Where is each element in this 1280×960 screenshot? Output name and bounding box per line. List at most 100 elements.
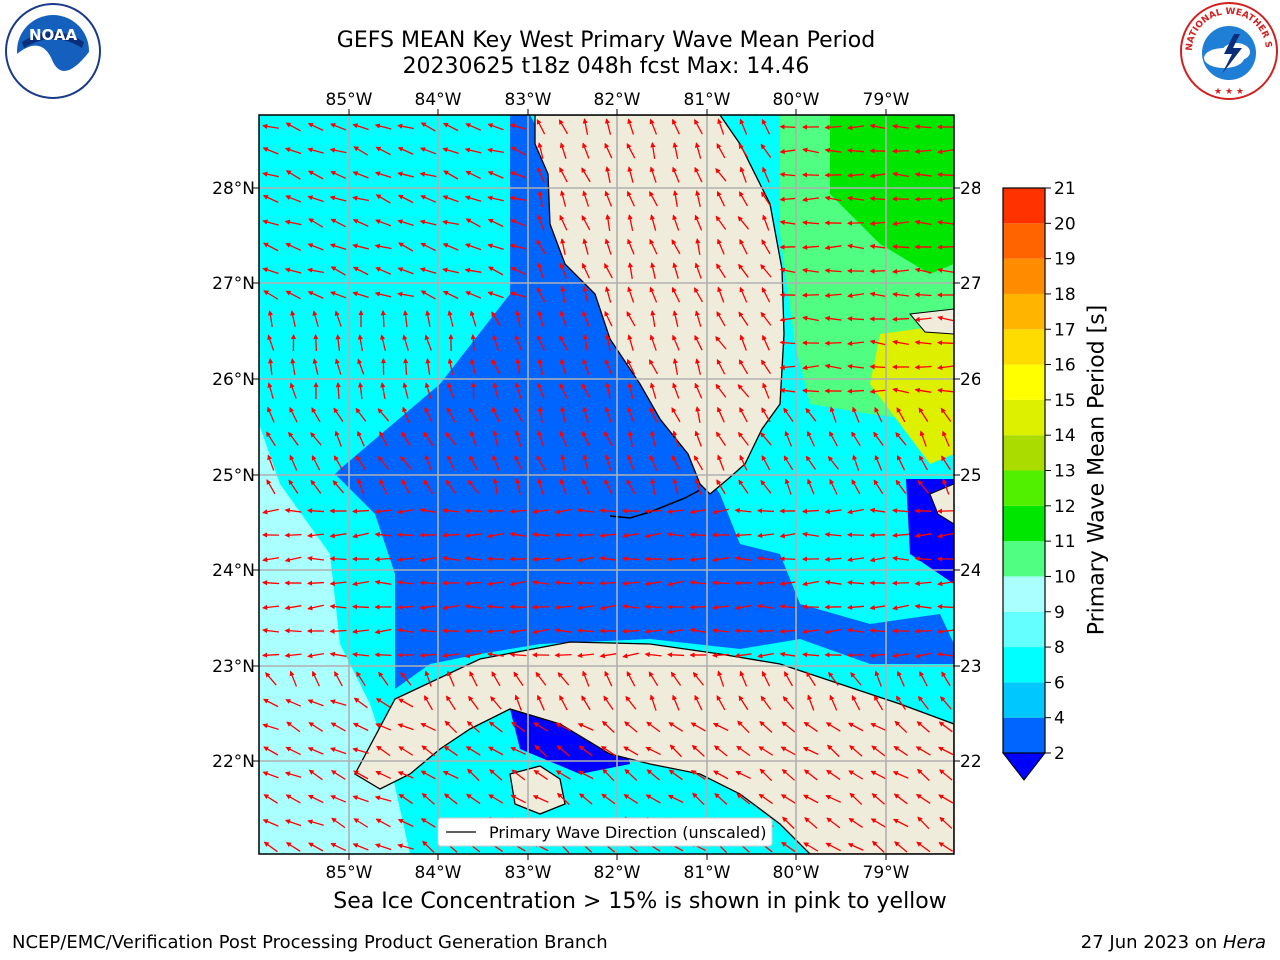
wave-arrow [937, 315, 954, 322]
wave-arrow [892, 171, 909, 178]
wave-arrow [847, 195, 865, 202]
wave-arrow [711, 652, 730, 658]
wave-arrow [357, 334, 364, 351]
wave-arrow [486, 556, 505, 562]
wave-arrow [783, 671, 794, 687]
wave-arrow [917, 816, 930, 830]
wave-arrow [329, 243, 347, 251]
wave-arrow [397, 194, 414, 204]
wave-arrow [397, 171, 414, 178]
wave-arrow [262, 723, 279, 730]
wave-arrow [560, 190, 567, 207]
wave-arrow [536, 118, 546, 135]
wave-arrow [330, 770, 346, 780]
wave-arrow [873, 431, 884, 446]
wave-arrow [756, 580, 775, 586]
wave-arrow [487, 291, 504, 299]
wave-arrow [375, 267, 392, 275]
wave-arrow [711, 580, 730, 586]
wave-arrow [306, 508, 325, 514]
wave-arrow [667, 508, 685, 514]
wave-arrow [599, 580, 617, 586]
wave-arrow [357, 382, 364, 400]
wave-arrow [783, 407, 794, 422]
wave-arrow [537, 406, 543, 424]
colorbar-tick-label: 10 [1054, 567, 1076, 587]
wave-arrow [667, 628, 684, 635]
wave-arrow [447, 454, 455, 471]
wave-direction-arrows [261, 118, 954, 854]
wave-arrow [734, 628, 752, 634]
wave-arrow [939, 816, 953, 829]
wave-arrow [915, 794, 931, 804]
wave-arrow [352, 219, 369, 227]
wave-arrow [846, 532, 865, 538]
wave-arrow [672, 262, 679, 279]
wave-arrow [850, 672, 862, 686]
wave-arrow [621, 556, 640, 562]
wave-arrow [648, 359, 659, 375]
wave-arrow [761, 455, 771, 471]
wave-arrow [556, 792, 570, 805]
colorbar-band [1003, 682, 1045, 718]
wave-arrow [649, 166, 657, 183]
wave-arrow [424, 406, 433, 423]
wave-arrow [491, 671, 501, 687]
nws-logo: NATIONAL WEATHER SERVICE ★ ★ ★ [1178, 0, 1278, 100]
footer-host: Hera [1222, 932, 1266, 953]
wave-arrow [374, 171, 392, 179]
wave-arrow [649, 238, 658, 255]
wave-arrow [803, 842, 819, 852]
wave-arrow [626, 671, 636, 687]
wave-arrow [509, 580, 527, 587]
lat-tick-label-right: 24°N [960, 561, 980, 581]
wave-arrow [738, 695, 749, 711]
wave-arrow [420, 770, 436, 780]
wave-arrow [757, 603, 775, 609]
wave-arrow [352, 628, 370, 635]
land-cuba [354, 641, 954, 854]
wave-arrow [375, 698, 391, 708]
wave-arrow [509, 123, 527, 130]
wave-arrow [937, 746, 954, 756]
wave-arrow [779, 556, 797, 562]
wave-arrow [489, 769, 503, 781]
colorbar-tick-label: 12 [1054, 497, 1076, 517]
wave-arrow [644, 581, 662, 587]
wave-arrow [262, 123, 280, 129]
wave-arrow [895, 695, 907, 710]
wave-arrow [715, 431, 727, 446]
wave-arrow [806, 671, 816, 687]
wave-arrow [605, 382, 611, 399]
wave-arrow [582, 118, 589, 135]
wave-arrow [829, 431, 838, 447]
wave-arrow [739, 334, 747, 351]
wave-arrow [627, 190, 635, 207]
wave-arrow [692, 792, 705, 806]
wave-arrow [284, 556, 302, 563]
wave-arrow [762, 334, 770, 351]
wave-arrow [847, 293, 865, 299]
wave-arrow [627, 286, 635, 303]
wave-arrow [555, 722, 571, 732]
wave-arrow [329, 580, 347, 587]
wave-arrow [649, 334, 657, 351]
wave-arrow [308, 170, 324, 180]
wave-arrow [284, 819, 302, 827]
wave-arrow [330, 842, 347, 852]
wave-arrow [330, 266, 346, 276]
wave-arrow [599, 508, 617, 514]
wave-arrow [759, 768, 773, 782]
wave-arrow [846, 148, 865, 154]
wave-arrow [514, 430, 522, 447]
wave-arrow [487, 171, 504, 179]
wave-arrow [559, 310, 567, 327]
wave-arrow [514, 334, 523, 351]
wave-arrow [263, 794, 279, 804]
colorbar-tick-label: 11 [1054, 532, 1076, 552]
wave-arrow [622, 603, 640, 610]
wave-arrow [801, 508, 820, 514]
wave-arrow [308, 769, 323, 781]
wave-arrow [510, 219, 527, 227]
wave-arrow [779, 651, 797, 658]
